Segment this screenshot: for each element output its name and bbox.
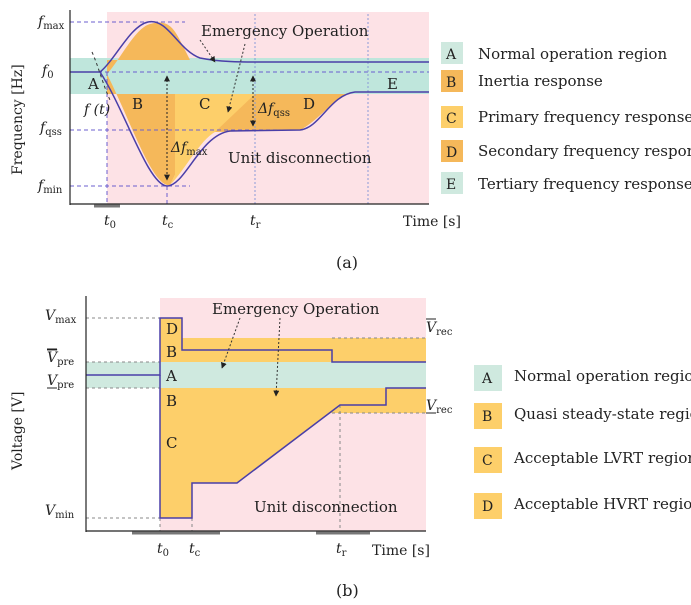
legend-a-label-E: Tertiary frequency response <box>478 175 691 193</box>
region-letter-c: C <box>199 95 210 113</box>
ft-label: f (t) <box>83 102 110 118</box>
vpre-lower-tick: Vpre <box>47 373 74 391</box>
legend-a-swatch-C <box>441 106 463 128</box>
frequency-lower-curve <box>99 71 429 187</box>
t0-tick-a: t0 <box>104 213 116 231</box>
legend-b-key-A: A <box>481 371 493 387</box>
vrec-upper-tick: Vrec <box>426 320 453 338</box>
fmin-tick: fmin <box>37 178 63 196</box>
caption-b: (b) <box>336 581 359 600</box>
emergency-label-a: Emergency Operation <box>201 22 369 40</box>
region-letter-e: E <box>387 75 398 93</box>
legend-b-key-C: C <box>482 453 493 469</box>
region-letter-d-b: D <box>166 320 178 338</box>
ft-dashed-curve <box>91 51 111 101</box>
legend-a-key-C: C <box>446 111 457 127</box>
vpre-upper-tick: Vpre <box>47 350 74 368</box>
panel-b: Emergency Operation Unit disconnection T… <box>10 296 691 600</box>
region-b-top-b <box>160 318 426 362</box>
t0-tick-b: t0 <box>157 541 169 559</box>
legend-a-swatch-E <box>441 172 463 194</box>
legend-b: A Normal operation region B Quasi steady… <box>474 365 691 519</box>
frequency-upper-curve <box>70 21 429 73</box>
region-letter-a: A <box>87 75 99 93</box>
caption-a: (a) <box>336 253 358 272</box>
legend-a-label-A: Normal operation region <box>478 45 667 63</box>
vmax-tick: Vmax <box>45 308 77 326</box>
emergency-label-b: Emergency Operation <box>212 300 380 318</box>
tc-tick-a: tc <box>162 213 174 231</box>
legend-a-label-B: Inertia response <box>478 72 603 90</box>
vmin-tick: Vmin <box>45 503 75 521</box>
legend-a-key-E: E <box>446 177 456 193</box>
region-b-top <box>107 22 190 74</box>
legend-b-swatch-C <box>474 447 502 473</box>
legend-b-swatch-A <box>474 365 502 391</box>
panel-a: Emergency Operation Unit disconnection T… <box>10 10 691 272</box>
legend-b-swatch-D <box>474 493 502 519</box>
emergency-pointer-1 <box>199 39 216 63</box>
x-axis-label-a: Time [s] <box>403 214 461 230</box>
legend-a-swatch-B <box>441 70 463 92</box>
region-letter-b: B <box>132 95 143 113</box>
legend-a-swatch-A <box>441 42 463 64</box>
emergency-pointer-b1 <box>221 317 241 369</box>
normal-band-a <box>70 58 429 94</box>
tr-tick-b: tr <box>336 541 347 559</box>
unit-disconnection-a: Unit disconnection <box>228 149 372 167</box>
legend-b-swatch-B <box>474 403 502 429</box>
legend-b-key-B: B <box>482 409 492 425</box>
tc-tick-b: tc <box>189 541 201 559</box>
legend-a-label-C: Primary frequency response <box>478 108 691 126</box>
legend-b-label-A: Normal operation region <box>514 367 691 385</box>
delta-fqss-label: Δfqss <box>257 101 290 119</box>
legend-a-key-D: D <box>446 145 457 161</box>
region-c-b <box>160 388 386 518</box>
legend-a: A Normal operation region B Inertia resp… <box>441 42 691 194</box>
legend-a-label-D: Secondary frequency response <box>478 142 691 160</box>
f0-tick: f0 <box>41 63 54 81</box>
region-d <box>215 94 350 132</box>
y-axis-label-a: Frequency [Hz] <box>10 64 26 175</box>
region-letter-b-top: B <box>166 343 177 361</box>
legend-b-label-C: Acceptable LVRT region <box>513 449 691 467</box>
x-axis-label-b: Time [s] <box>372 543 430 559</box>
fmax-tick: fmax <box>37 14 65 32</box>
region-letter-d: D <box>303 95 315 113</box>
region-letter-b-bottom: B <box>166 392 177 410</box>
legend-a-key-B: B <box>446 75 456 91</box>
fqss-tick: fqss <box>39 120 62 138</box>
lower-voltage-boundary <box>159 375 426 519</box>
region-letter-c-b: C <box>166 434 177 452</box>
y-axis-label-b: Voltage [V] <box>10 392 26 471</box>
legend-b-key-D: D <box>482 499 493 515</box>
region-d-b <box>160 318 182 338</box>
vrec-lower-tick: Vrec <box>426 398 453 416</box>
unit-disconnection-b: Unit disconnection <box>254 498 398 516</box>
legend-b-label-D: Acceptable HVRT region <box>513 495 691 513</box>
legend-a-swatch-D <box>441 140 463 162</box>
emergency-pointer-b2 <box>273 317 281 397</box>
legend-a-key-A: A <box>445 47 457 63</box>
legend-b-label-B: Quasi steady-state region <box>514 405 691 423</box>
region-letter-a-b: A <box>165 367 177 385</box>
upper-voltage-boundary <box>86 317 426 376</box>
tr-tick-a: tr <box>250 213 261 231</box>
delta-fmax-label: Δfmax <box>170 140 208 158</box>
